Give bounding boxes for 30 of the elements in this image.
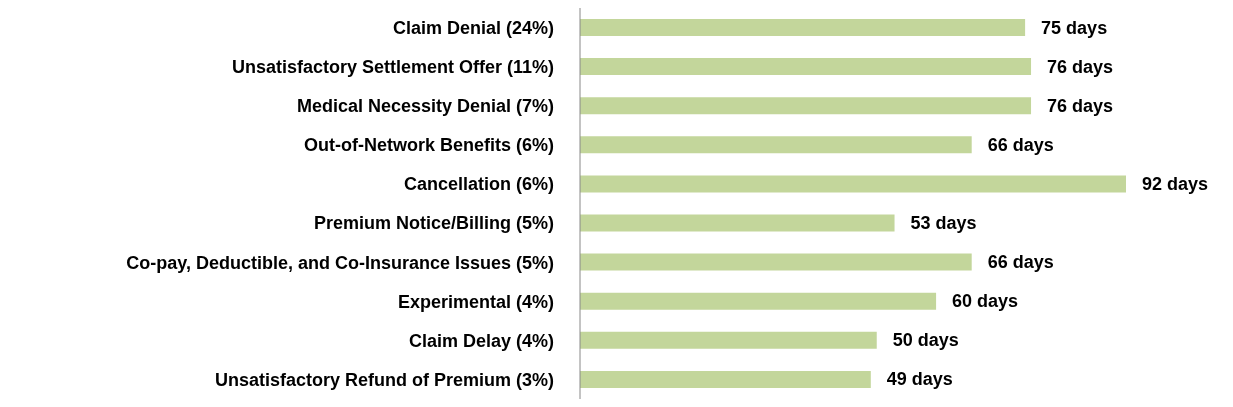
bar — [580, 292, 937, 310]
y-tick-label: Experimental (4%) — [397, 291, 554, 312]
data-label: 53 days — [910, 213, 977, 233]
y-tick-label: Unsatisfactory Refund of Premium (3%) — [214, 369, 554, 390]
data-label: 50 days — [892, 330, 959, 351]
bar — [580, 136, 972, 154]
bar — [580, 331, 877, 349]
bar — [580, 253, 972, 271]
y-tick-label: Out-of-Network Benefits (6%) — [303, 135, 554, 156]
data-label: 76 days — [1047, 95, 1114, 116]
y-tick-label: Unsatisfactory Settlement Offer (11%) — [231, 57, 554, 78]
y-tick-label: Claim Delay (4%) — [408, 330, 554, 351]
data-label: 49 days — [886, 369, 953, 390]
bar — [580, 19, 1026, 36]
data-label: 60 days — [952, 291, 1019, 312]
y-tick-label: Claim Denial (24%) — [392, 17, 554, 38]
data-label: 66 days — [987, 134, 1054, 155]
y-tick-label: Premium Notice/Billing (5%) — [313, 213, 554, 234]
bar — [580, 370, 871, 388]
data-label: 76 days — [1047, 56, 1114, 77]
data-label: 75 days — [1041, 17, 1108, 38]
bar — [580, 97, 1032, 115]
data-label: 66 days — [987, 252, 1054, 273]
data-label: 92 days — [1142, 173, 1209, 194]
bar — [580, 175, 1126, 193]
bar — [580, 214, 895, 232]
y-tick-label: Cancellation (6%) — [403, 174, 554, 195]
bar — [580, 58, 1032, 76]
y-tick-label: Medical Necessity Denial (7%) — [296, 96, 554, 117]
y-tick-label: Co-pay, Deductible, and Co-Insurance Issues (5%) — [126, 252, 554, 273]
